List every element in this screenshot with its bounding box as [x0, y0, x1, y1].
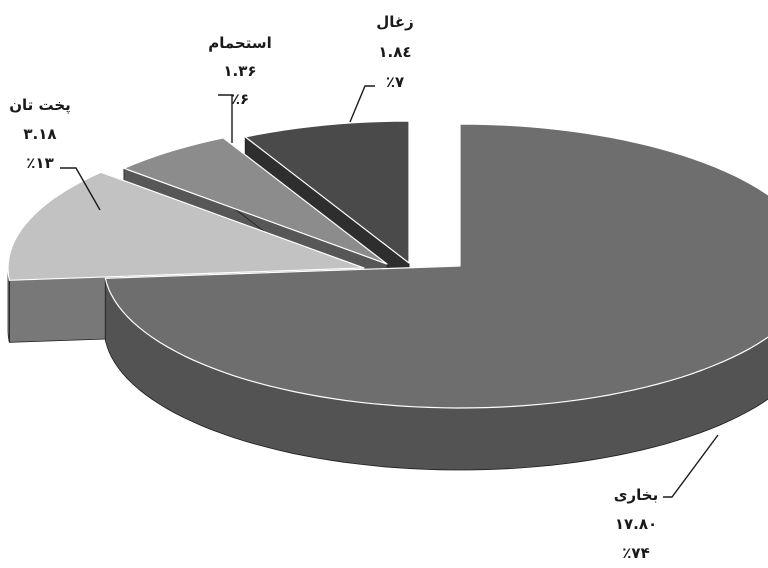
slice-label-zoghal: زغال ۱.۸٤ ٪۷: [376, 13, 414, 91]
pie-slice-top: [7, 171, 365, 281]
slice-percent-label: ٪۷۴: [622, 544, 649, 562]
slice-name-label: پخت تان: [9, 96, 71, 115]
pie-slice-top: [244, 120, 410, 264]
slice-value-label: ۳.۱۸: [23, 125, 56, 143]
slice-label-bokhari: بخاری ۱۷.۸۰ ٪۷۴: [614, 486, 658, 562]
slice-percent-label: ٪۱۳: [26, 154, 53, 172]
slice-percent-label: ٪۶: [231, 90, 249, 108]
pie-slice-top: [104, 123, 768, 409]
leader-line: [349, 85, 375, 123]
pie-slices: [7, 120, 768, 471]
leader-line: [663, 434, 719, 498]
leader-line: [60, 167, 101, 211]
slice-percent-label: ٪۷: [386, 73, 404, 91]
slice-value-label: ۱.۳۶: [223, 62, 256, 80]
slice-name-label: استحمام: [208, 34, 272, 52]
slice-value-label: ۱۷.۸۰: [615, 515, 657, 533]
slice-name-label: زغال: [376, 13, 414, 31]
pie-slice-top: [123, 137, 388, 265]
slice-value-label: ۱.۸٤: [378, 43, 411, 61]
leader-line: [218, 94, 233, 143]
slice-label-pokht-tan: پخت تان ۳.۱۸ ٪۱۳: [9, 96, 71, 172]
slice-label-estehmam: استحمام ۱.۳۶ ٪۶: [208, 34, 272, 108]
pie-slice: [104, 123, 768, 471]
slice-name-label: بخاری: [614, 486, 658, 504]
leader-lines: [60, 85, 719, 498]
